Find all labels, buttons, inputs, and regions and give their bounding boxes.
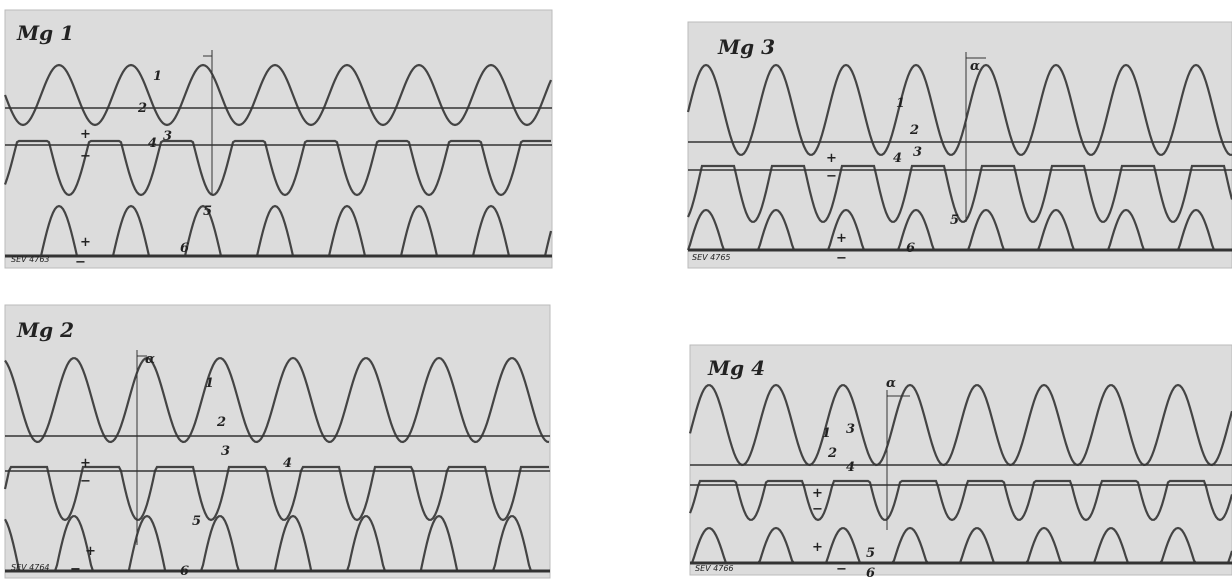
oscillogram-panel: Mg 1 SEV 4763 1 2 34 5 6 + − + − bbox=[3, 9, 553, 270]
trace-label: 6 bbox=[180, 241, 189, 256]
wave-1 bbox=[686, 63, 1232, 156]
wave-3 bbox=[3, 465, 549, 522]
trace-label: 2 bbox=[909, 123, 919, 138]
trace-label: α bbox=[970, 59, 980, 74]
trace-label: 6 bbox=[866, 566, 875, 579]
trace-label: 4 bbox=[846, 460, 855, 475]
trace-label: 4 bbox=[283, 456, 292, 471]
trace-label: 3 bbox=[221, 444, 230, 459]
panel-code: SEV 4763 bbox=[11, 255, 50, 264]
panel-background bbox=[687, 21, 1232, 269]
trace-label: 1 bbox=[822, 426, 831, 441]
trace-label: 6 bbox=[180, 564, 189, 579]
trace-label: − bbox=[836, 251, 847, 266]
trace-label: − bbox=[826, 169, 837, 184]
trace-label: 3 bbox=[163, 129, 172, 144]
trace-label: 5 bbox=[203, 204, 212, 219]
trace-label: 2 bbox=[216, 415, 226, 430]
wave-3 bbox=[3, 139, 551, 197]
trace-label: − bbox=[80, 149, 91, 164]
trace-label: − bbox=[70, 562, 81, 577]
trace-label: 1 bbox=[896, 96, 905, 111]
trace-label: α bbox=[886, 376, 896, 391]
trace-label: − bbox=[812, 502, 823, 517]
wave-3 bbox=[686, 164, 1232, 223]
trace-label: 5 bbox=[950, 213, 959, 228]
panel-code: SEV 4765 bbox=[692, 253, 731, 262]
panel-title: Mg 4 bbox=[707, 356, 765, 380]
wave-1 bbox=[688, 383, 1232, 467]
trace-label: 4 bbox=[893, 151, 902, 166]
trace-label: 5 bbox=[866, 546, 875, 561]
trace-label: 2 bbox=[827, 446, 837, 461]
panel-background bbox=[4, 304, 551, 579]
wave-1 bbox=[4, 356, 550, 444]
trace-label: + bbox=[80, 235, 91, 250]
trace-label: 6 bbox=[906, 241, 915, 256]
trace-label: + bbox=[80, 127, 91, 142]
wave-1 bbox=[3, 63, 553, 127]
trace-label: + bbox=[812, 540, 823, 555]
trace-label: + bbox=[836, 231, 847, 246]
trace-label: 3 bbox=[913, 145, 922, 160]
wave-3 bbox=[688, 479, 1232, 522]
trace-label: 2 bbox=[137, 101, 147, 116]
trace-label: + bbox=[812, 486, 823, 501]
trace-label: α bbox=[145, 352, 155, 367]
panel-title: Mg 3 bbox=[717, 35, 775, 59]
trace-label: − bbox=[80, 474, 91, 489]
panel-title: Mg 2 bbox=[16, 318, 74, 342]
trace-label: + bbox=[80, 456, 91, 471]
trace-label: − bbox=[836, 562, 847, 577]
trace-label: 1 bbox=[153, 69, 162, 84]
trace-label: − bbox=[75, 255, 86, 270]
panel-code: SEV 4764 bbox=[11, 563, 50, 572]
panel-title: Mg 1 bbox=[16, 21, 74, 45]
trace-label: 1 bbox=[205, 376, 214, 391]
trace-label: 5 bbox=[192, 514, 201, 529]
panel-background bbox=[4, 9, 553, 269]
trace-label: 4 bbox=[148, 136, 157, 151]
trace-label: + bbox=[826, 151, 837, 166]
panel-code: SEV 4766 bbox=[695, 564, 734, 573]
trace-label: 3 bbox=[846, 422, 855, 437]
panel-background bbox=[689, 344, 1232, 576]
trace-label: + bbox=[85, 544, 96, 559]
